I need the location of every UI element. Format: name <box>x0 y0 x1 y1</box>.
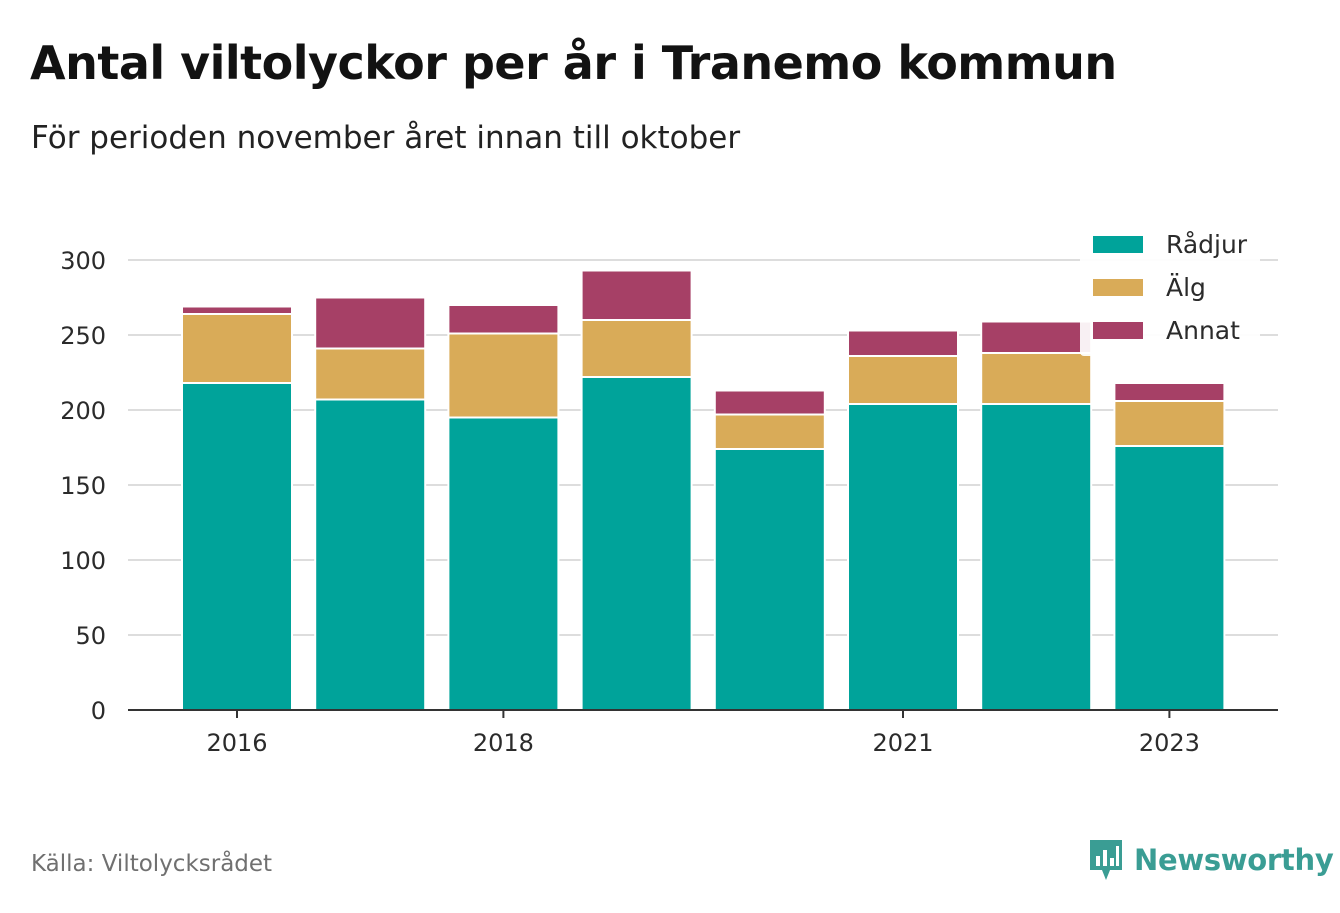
source-note: Källa: Viltolycksrådet <box>31 851 273 877</box>
chart-subtitle: För perioden november året innan till ok… <box>31 120 741 156</box>
legend: Rådjur Älg Annat <box>1080 222 1260 356</box>
x-tick-label: 2018 <box>473 729 534 757</box>
bar-segment <box>1113 445 1226 711</box>
legend-label: Älg <box>1166 273 1206 302</box>
legend-label: Annat <box>1166 316 1240 345</box>
y-tick-label: 200 <box>60 397 106 425</box>
bar-segment <box>314 347 427 401</box>
bar-segment <box>713 389 826 416</box>
bar-segment <box>314 296 427 350</box>
bar-segment <box>713 448 826 711</box>
bar-segment <box>980 403 1093 711</box>
bar-segment <box>847 329 959 357</box>
bar-segment <box>181 305 293 315</box>
y-tick-label: 50 <box>75 622 106 650</box>
y-tick-label: 0 <box>91 697 106 725</box>
bar-segment <box>980 320 1093 354</box>
newsworthy-logo-icon <box>1090 840 1122 880</box>
legend-label: Rådjur <box>1166 230 1248 259</box>
bar-segment <box>580 376 693 711</box>
bar-segment <box>980 352 1093 405</box>
bar-segment <box>181 382 293 711</box>
bar-segment <box>580 269 693 321</box>
brand-name: Newsworthy <box>1134 843 1334 877</box>
bar-segment <box>181 313 293 384</box>
y-tick-label: 300 <box>60 247 106 275</box>
legend-swatch <box>1093 322 1143 339</box>
bar-segment <box>1113 400 1226 447</box>
bar-segment <box>314 398 427 711</box>
legend-swatch <box>1093 236 1143 253</box>
bar-segment <box>447 332 560 419</box>
bar-segment <box>847 355 959 405</box>
x-axis: 2016 2018 2021 2023 <box>128 709 1278 757</box>
y-axis-ticks: 0 50 100 150 200 250 300 <box>60 247 106 725</box>
bars <box>181 269 1226 711</box>
x-tick-label: 2021 <box>872 729 933 757</box>
bar-segment <box>1113 382 1226 402</box>
legend-swatch <box>1093 279 1143 296</box>
y-tick-label: 150 <box>60 472 106 500</box>
brand[interactable]: Newsworthy <box>1088 838 1334 882</box>
bar-segment <box>447 416 560 711</box>
bar-segment <box>447 304 560 335</box>
bar-segment <box>847 403 959 711</box>
bar-segment <box>580 319 693 378</box>
x-tick-label: 2016 <box>206 729 267 757</box>
x-tick-label: 2023 <box>1139 729 1200 757</box>
y-tick-label: 100 <box>60 547 106 575</box>
chart-title: Antal viltolyckor per år i Tranemo kommu… <box>30 36 1117 90</box>
y-tick-label: 250 <box>60 322 106 350</box>
bar-segment <box>713 413 826 450</box>
